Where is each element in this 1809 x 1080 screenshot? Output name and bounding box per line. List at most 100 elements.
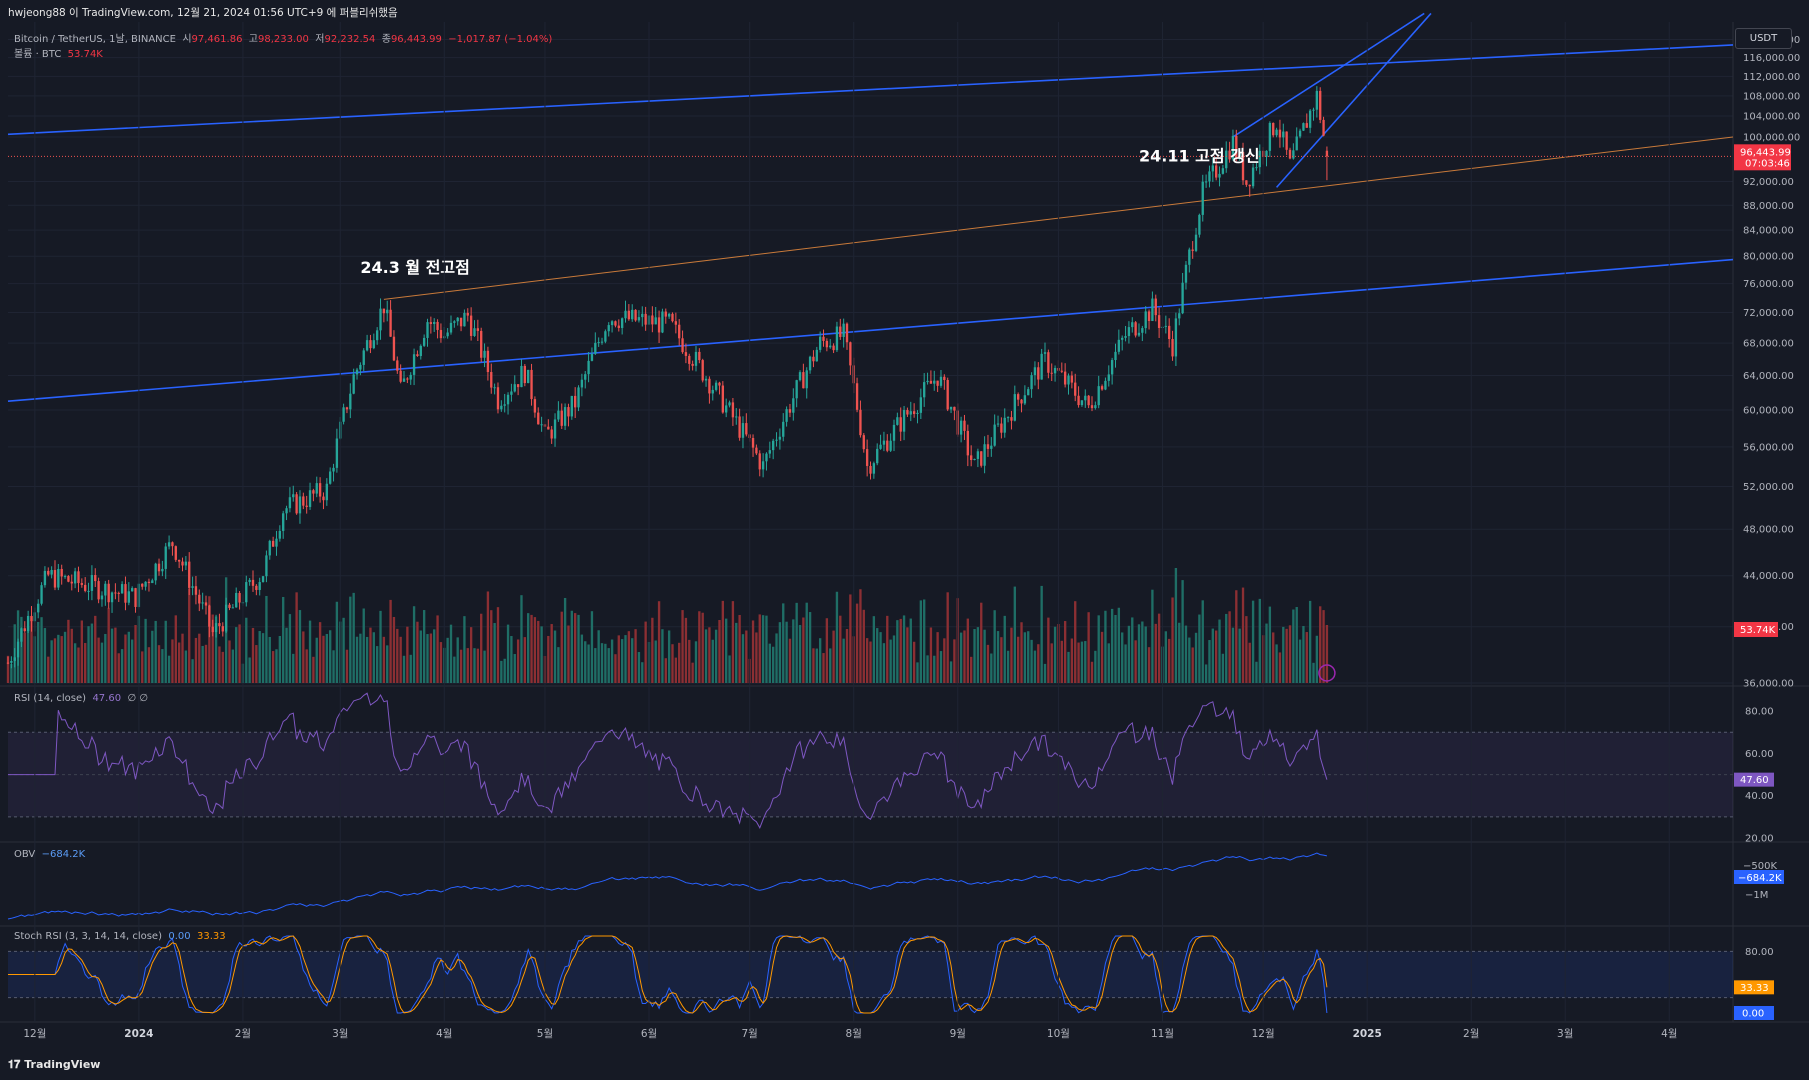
stoch-legend[interactable]: Stoch RSI (3, 3, 14, 14, close) 0.00 33.…: [14, 931, 226, 942]
volume-bar: [1110, 608, 1114, 683]
price-tick-label: 116,000.00: [1743, 53, 1800, 64]
volume-bar: [1164, 631, 1168, 683]
volume-bar: [516, 639, 520, 683]
volume-bar: [325, 633, 328, 683]
time-tick-label: 9월: [950, 1028, 966, 1040]
volume-bar: [563, 597, 567, 683]
candle-body: [161, 568, 164, 572]
candle-body: [896, 417, 899, 425]
volume-bar: [134, 625, 137, 683]
volume-bar: [896, 620, 899, 683]
candle-body: [493, 387, 496, 389]
candle-body: [164, 546, 167, 569]
volume-bar: [1308, 600, 1312, 683]
candle-body: [513, 384, 516, 392]
volume-bar: [1302, 626, 1305, 683]
price-tick-label: 60,000.00: [1743, 405, 1794, 416]
volume-bar: [379, 610, 382, 683]
volume-bar: [704, 629, 708, 683]
volume-bar: [876, 628, 879, 683]
time-tick-label: 4월: [436, 1028, 452, 1040]
candlesticks: [6, 86, 1329, 669]
volume-bar: [419, 630, 422, 683]
candle-body: [584, 374, 587, 380]
candle-body: [248, 579, 251, 583]
candle-body: [446, 332, 449, 337]
volume-bar: [798, 625, 802, 683]
obv-legend[interactable]: OBV −684.2K: [14, 849, 85, 860]
candle-body: [661, 311, 664, 333]
candle-body: [63, 576, 67, 578]
volume-bar: [97, 637, 100, 683]
symbol-name[interactable]: Bitcoin / TetherUS, 1날, BINANCE: [14, 34, 176, 45]
candle-body: [107, 583, 110, 603]
candle-body: [396, 360, 399, 371]
volume-bar: [1023, 632, 1027, 683]
candle-body: [60, 568, 63, 577]
candle-body: [1131, 322, 1134, 328]
candle-body: [490, 372, 493, 388]
volume-bar: [342, 617, 345, 683]
candle-body: [1006, 417, 1010, 419]
volume-bar: [929, 627, 933, 683]
volume-bar: [1067, 651, 1070, 683]
volume-bar: [946, 592, 949, 683]
obv-value-tag: [1734, 870, 1784, 884]
volume-bar: [1188, 637, 1191, 683]
volume-bar: [550, 624, 553, 683]
volume-bar: [725, 618, 728, 683]
candle-body: [73, 571, 77, 584]
volume-bar: [970, 656, 973, 683]
candle-body: [1087, 395, 1090, 406]
volume-bar: [302, 631, 305, 683]
candle-body: [721, 385, 725, 413]
trendline-blue: [7, 258, 1734, 402]
candle-body: [312, 490, 315, 494]
candle-body: [597, 342, 600, 344]
candle-body: [188, 561, 191, 588]
stoch-tick-label: 80.00: [1745, 947, 1774, 958]
symbol-legend: Bitcoin / TetherUS, 1날, BINANCE 시97,461.…: [14, 30, 552, 45]
candle-body: [1194, 234, 1198, 251]
candle-body: [916, 412, 919, 414]
candle-body: [714, 382, 718, 390]
stoch-k-line: [8, 935, 1328, 1014]
volume-bar: [409, 654, 412, 683]
currency-button[interactable]: USDT: [1735, 28, 1792, 49]
volume-bar: [181, 633, 184, 683]
candle-body: [1023, 395, 1027, 404]
volume-bar: [728, 655, 731, 683]
volume-bar: [345, 649, 349, 683]
candle-body: [191, 586, 194, 588]
candle-body: [775, 439, 778, 441]
candle-body: [550, 429, 553, 439]
tradingview-logo[interactable]: 𝟏𝟕 TradingView: [8, 1058, 100, 1072]
volume-bar: [449, 624, 453, 683]
candle-body: [1168, 325, 1171, 340]
volume-bar: [130, 639, 134, 683]
candle-body: [10, 661, 13, 663]
last-price-label: 96,443.99: [1740, 147, 1791, 158]
candle-body: [741, 423, 745, 438]
volume-bar: [708, 627, 711, 683]
candle-body: [285, 508, 288, 514]
obv-tick-label: −500K: [1743, 861, 1777, 872]
volume-bar: [1047, 617, 1050, 683]
volume-bar: [439, 642, 443, 683]
volume-bar: [587, 644, 590, 683]
volume-bar: [939, 651, 943, 683]
volume-bar: [862, 609, 865, 683]
candle-body: [1255, 167, 1258, 169]
rsi-legend[interactable]: RSI (14, close) 47.60 ∅ ∅: [14, 693, 148, 704]
candle-body: [1110, 360, 1114, 375]
candle-body: [466, 312, 469, 316]
volume-bar: [976, 627, 980, 683]
volume-bar: [983, 629, 986, 683]
volume-bar: [208, 596, 211, 683]
candle-body: [201, 602, 204, 604]
volume-bar: [1218, 619, 1221, 683]
candle-body: [1278, 129, 1282, 138]
candle-body: [349, 393, 352, 410]
volume-bar: [530, 614, 533, 683]
